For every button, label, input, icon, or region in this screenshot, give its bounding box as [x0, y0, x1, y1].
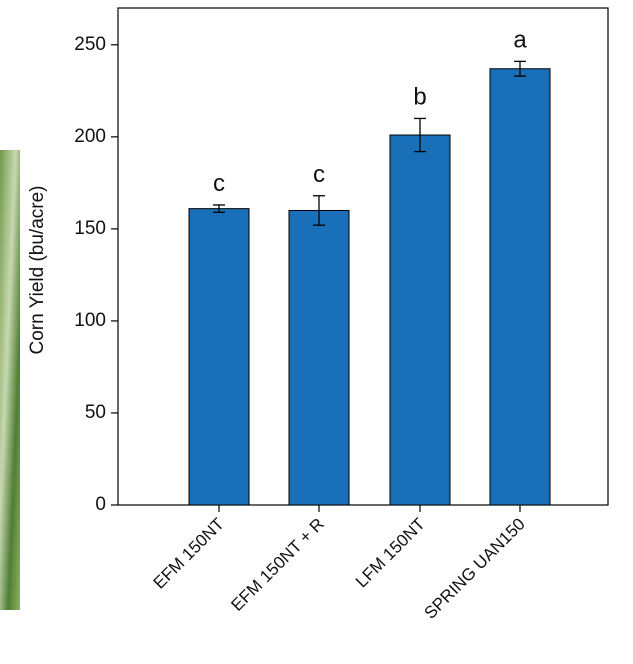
- x-tick-label: EFM 150NT + R: [227, 514, 327, 614]
- significance-letter: a: [513, 26, 527, 53]
- x-tick-label: SPRING UAN150: [421, 514, 529, 622]
- x-tick-label: LFM 150NT: [352, 514, 429, 591]
- chart: Corn Yield (bu/acre) 0 50 100 150 200 250 EFM …: [0, 0, 633, 664]
- significance-letter: c: [313, 161, 325, 188]
- y-tick-label: 100: [74, 310, 106, 331]
- y-axis-label: Corn Yield (bu/acre): [27, 186, 48, 355]
- background-photo: [0, 150, 20, 610]
- significance-letter: b: [413, 83, 426, 110]
- x-tick-label: EFM 150NT: [150, 514, 228, 592]
- bar: [289, 210, 349, 505]
- bar: [390, 135, 450, 505]
- bar: [189, 209, 249, 505]
- bar: [490, 69, 550, 505]
- y-tick-label: 150: [74, 218, 106, 239]
- y-tick-label: 50: [85, 402, 106, 423]
- y-tick-label: 250: [74, 34, 106, 55]
- y-tick-label: 200: [74, 126, 106, 147]
- y-tick-label: 0: [95, 494, 106, 515]
- significance-letter: c: [213, 170, 225, 197]
